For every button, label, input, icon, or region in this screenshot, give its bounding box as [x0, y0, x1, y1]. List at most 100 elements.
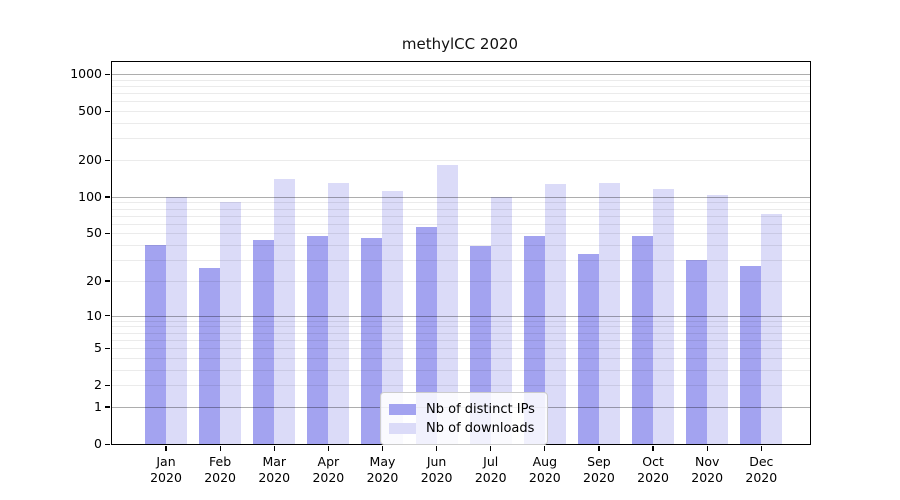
x-tick-mark: [327, 445, 329, 451]
x-tick-label-month: Dec: [749, 454, 774, 469]
bar-downloads: [328, 183, 350, 444]
gridline-minor: [112, 123, 810, 125]
bar-distinct-ips: [632, 235, 654, 444]
x-tick-label: Aug 2020: [515, 454, 575, 485]
x-tick-mark: [652, 445, 654, 451]
gridline-minor: [112, 245, 810, 247]
plot-area: Nb of distinct IPs Nb of downloads 0 1 2 5 1…: [70, 61, 811, 485]
gridline-minor: [112, 339, 810, 341]
x-tick-mark: [490, 445, 492, 451]
x-tick-mark: [165, 445, 167, 451]
y-tick-mark: [105, 196, 110, 198]
x-tick-label-month: Nov: [694, 454, 720, 469]
x-tick-label-year: 2020: [637, 469, 669, 485]
bar-downloads: [761, 213, 783, 444]
y-tick-label: 5: [94, 340, 102, 356]
x-tick-label-month: Sep: [587, 454, 611, 469]
x-tick-label-year: 2020: [528, 469, 561, 485]
y-tick-label: 1: [94, 398, 102, 414]
y-tick-label: 2: [94, 377, 102, 393]
x-tick-label: Feb 2020: [190, 454, 250, 485]
x-tick-mark: [219, 445, 221, 451]
gridline-major: [112, 315, 810, 317]
x-tick-mark: [436, 445, 438, 451]
bar-downloads: [598, 182, 620, 444]
legend-swatch-distinct-ips: [389, 403, 416, 415]
y-tick-mark: [105, 443, 110, 445]
x-tick-label: Dec 2020: [731, 454, 791, 485]
x-tick-label: Mar 2020: [244, 454, 304, 485]
gridline-minor: [112, 260, 810, 262]
gridline-minor: [112, 93, 810, 95]
x-tick-label-year: 2020: [366, 469, 399, 485]
x-tick-mark: [760, 445, 762, 451]
gridline-minor: [112, 160, 810, 162]
x-tick-label: Nov 2020: [677, 454, 737, 485]
bar-downloads: [166, 196, 187, 444]
bar-distinct-ips: [577, 253, 599, 444]
x-tick-label: Jul 2020: [461, 454, 521, 485]
bar-downloads: [544, 184, 566, 444]
y-tick-mark: [105, 73, 110, 75]
legend: Nb of distinct IPs Nb of downloads: [380, 392, 548, 445]
x-tick-label-year: 2020: [745, 469, 778, 485]
gridline-minor: [112, 223, 810, 225]
y-tick-mark: [105, 384, 110, 386]
legend-swatch-downloads: [389, 422, 416, 434]
x-tick-mark: [381, 445, 384, 451]
x-tick-mark: [273, 445, 275, 451]
bar-distinct-ips: [253, 240, 275, 444]
gridline-minor: [112, 233, 810, 235]
bar-distinct-ips: [361, 237, 383, 444]
y-tick-mark: [105, 110, 110, 112]
gridline-major: [112, 74, 810, 76]
gridline-minor: [112, 320, 810, 322]
x-tick-label-month: Mar: [262, 454, 287, 469]
x-tick-label: Apr 2020: [298, 454, 358, 485]
y-tick-label: 50: [86, 225, 102, 241]
gridline-minor: [112, 79, 810, 81]
x-tick-label-year: 2020: [691, 469, 724, 485]
x-tick-label-year: 2020: [204, 469, 237, 485]
bar-distinct-ips: [307, 235, 329, 444]
bar-downloads: [436, 165, 458, 444]
x-tick-label-year: 2020: [583, 469, 615, 485]
gridline-minor: [112, 357, 810, 359]
x-tick-label-year: 2020: [474, 469, 507, 485]
x-tick-label: May 2020: [352, 454, 412, 485]
y-tick-mark: [105, 406, 110, 408]
y-tick-label: 10: [86, 307, 102, 323]
gridline-minor: [112, 86, 810, 87]
y-tick-label: 1000: [70, 66, 102, 82]
x-tick-mark: [598, 445, 600, 451]
y-tick-label: 0: [94, 436, 102, 451]
y-tick-mark: [105, 347, 110, 349]
x-tick-label-year: 2020: [150, 469, 182, 485]
bar-downloads: [707, 195, 729, 444]
legend-label-downloads: Nb of downloads: [426, 420, 535, 436]
y-tick-mark: [105, 315, 110, 317]
bar-downloads: [490, 196, 512, 444]
x-tick-label-year: 2020: [258, 469, 291, 485]
x-tick-label: Jan 2020: [136, 454, 196, 485]
legend-entry: Nb of distinct IPs: [389, 400, 535, 418]
gridline-minor: [112, 138, 810, 140]
y-tick-mark: [105, 280, 110, 282]
x-tick-label-month: Jun: [426, 454, 447, 469]
x-tick-label-month: May: [369, 454, 396, 469]
gridline-minor: [112, 326, 810, 328]
gridline-minor: [112, 101, 810, 103]
y-tick-mark: [105, 232, 110, 235]
x-tick-label-month: Jan: [156, 454, 176, 469]
bar-distinct-ips: [199, 267, 221, 444]
x-tick-label-year: 2020: [420, 469, 453, 485]
gridline-minor: [112, 385, 810, 387]
bar-downloads: [274, 179, 296, 444]
x-tick-label: Sep 2020: [569, 454, 629, 485]
gridline-minor: [112, 369, 810, 371]
x-tick-mark: [544, 445, 546, 451]
y-tick-mark: [105, 159, 110, 161]
bar-distinct-ips: [415, 226, 437, 444]
x-tick-label-month: Feb: [209, 454, 232, 469]
